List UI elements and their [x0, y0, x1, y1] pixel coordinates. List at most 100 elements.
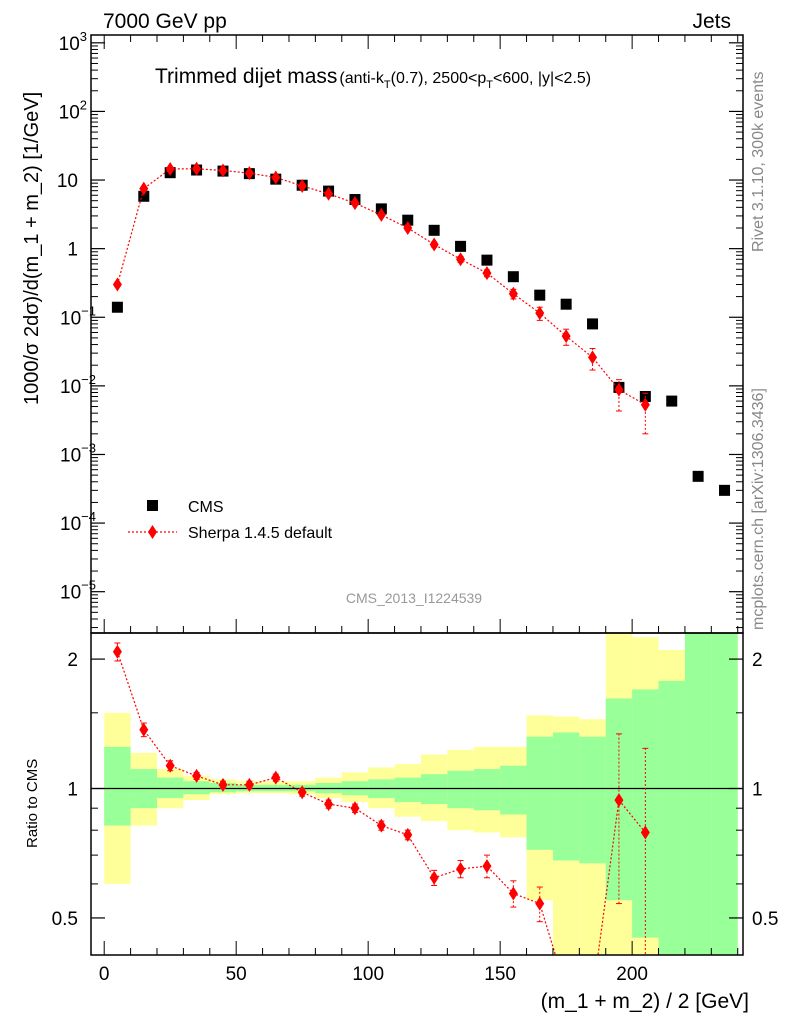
ratio-y-axis-label: Ratio to CMS: [24, 759, 41, 848]
process-label: Jets: [692, 10, 731, 33]
sherpa-line: [116, 168, 646, 406]
x-tick-label: 100: [352, 964, 384, 985]
ratio-tick-label: 1: [67, 780, 78, 801]
sherpa-point: [244, 166, 254, 181]
ratio-uncertainty-bands: [104, 633, 738, 955]
title-text-part: <600, |y|<2.5): [493, 70, 591, 87]
stat-uncertainty-band: [156, 777, 184, 799]
x-axis-label: (m_1 + m_2) / 2 [GeV]: [541, 990, 749, 1013]
sherpa-point: [403, 220, 413, 235]
sherpa-point: [614, 793, 624, 808]
sherpa-point: [112, 644, 122, 659]
x-tick-label: 0: [99, 964, 110, 985]
sherpa-point: [614, 382, 624, 397]
y-tick-exponent: −1: [81, 303, 96, 318]
cms-point: [111, 301, 123, 313]
cms-point: [507, 271, 519, 283]
sherpa-point: [324, 186, 334, 201]
cms-point: [692, 470, 704, 482]
stat-uncertainty-band: [104, 746, 131, 826]
cms-point: [587, 318, 599, 330]
sherpa-point: [429, 870, 439, 885]
legend-cms-label: CMS: [188, 499, 224, 516]
sherpa-point: [403, 827, 413, 842]
title-text-part: (0.7), 2500<p: [391, 70, 487, 87]
cms-point: [428, 224, 440, 236]
stat-uncertainty-band: [684, 633, 712, 955]
stat-uncertainty-band: [500, 765, 527, 815]
cms-point: [560, 298, 572, 310]
cms-point: [481, 254, 493, 266]
title-subscript: T: [486, 79, 493, 91]
sherpa-point: [324, 797, 334, 812]
ratio-tick-label-right: 1: [752, 780, 763, 801]
cms-point: [719, 484, 731, 496]
main-plot-frame: [90, 34, 744, 634]
stat-uncertainty-band: [473, 769, 501, 811]
sherpa-point: [244, 777, 254, 792]
stat-uncertainty-band: [394, 777, 421, 803]
sherpa-point: [218, 163, 228, 178]
main-y-axis-label: 1000/σ 2dσ)/d(m_1 + m_2) [1/GeV]: [21, 92, 43, 405]
cms-point: [455, 240, 467, 252]
sherpa-point: [139, 181, 149, 196]
stat-uncertainty-band: [658, 680, 685, 955]
main-plot-series: [111, 161, 731, 496]
title-text-part: (anti-k: [339, 70, 384, 87]
sherpa-point: [376, 818, 386, 833]
sherpa-point: [376, 207, 386, 222]
stat-uncertainty-band: [711, 633, 738, 955]
y-tick-exponent: −2: [81, 372, 96, 387]
y-tick-label: 10−4: [60, 509, 96, 535]
sherpa-point: [350, 196, 360, 211]
y-tick-exponent: 3: [80, 29, 87, 44]
y-tick-exponent: −4: [81, 509, 96, 524]
plot-title-selection: (anti-kT(0.7), 2500<pT<600, |y|<2.5): [339, 70, 591, 91]
sherpa-point: [192, 161, 202, 176]
x-tick-label: 200: [616, 964, 648, 985]
cms-point: [402, 214, 414, 226]
sherpa-point: [218, 777, 228, 792]
y-tick-exponent: 2: [80, 97, 87, 112]
sherpa-point: [508, 286, 518, 301]
sherpa-point: [297, 178, 307, 193]
sherpa-line: [116, 651, 646, 955]
analysis-id-label: CMS_2013_I1224539: [346, 590, 482, 606]
stat-uncertainty-band: [579, 736, 606, 864]
plot-title: Trimmed dijet mass (anti-kT(0.7), 2500<pT…: [155, 65, 591, 91]
cms-point: [666, 395, 678, 407]
cms-point: [534, 289, 546, 301]
y-tick-label: 10−1: [60, 303, 96, 329]
sherpa-point: [112, 277, 122, 292]
sherpa-point: [297, 785, 307, 800]
ratio-y-axis: 0.5 0.5 1 1 2 2: [52, 650, 779, 930]
y-tick-label: 103: [59, 29, 87, 55]
sherpa-point: [139, 722, 149, 737]
y-tick-exponent: −5: [81, 578, 96, 593]
sherpa-point: [165, 758, 175, 773]
sherpa-point: [271, 770, 281, 785]
sherpa-point: [535, 896, 545, 911]
sherpa-point: [165, 161, 175, 176]
ratio-plot-frame: [90, 632, 744, 956]
y-tick-label: 10: [57, 171, 78, 192]
sherpa-point: [535, 306, 545, 321]
sherpa-point: [350, 801, 360, 816]
sherpa-point: [192, 768, 202, 783]
sherpa-point: [482, 859, 492, 874]
legend-sherpa-label: Sherpa 1.4.5 default: [188, 525, 333, 542]
sherpa-point: [588, 350, 598, 365]
legend-cms-marker: [147, 500, 158, 511]
ratio-tick-label-right: 0.5: [752, 909, 778, 930]
ratio-tick-label: 0.5: [52, 909, 78, 930]
stat-uncertainty-band: [447, 770, 474, 809]
cms-point: [138, 190, 150, 202]
ratio-tick-label-right: 2: [752, 650, 763, 671]
legend: CMS Sherpa 1.4.5 default: [128, 499, 333, 542]
sherpa-point: [640, 397, 650, 412]
sherpa-point: [456, 252, 466, 267]
x-tick-label: 150: [484, 964, 516, 985]
x-axis: 0 50 100 150 200: [99, 35, 739, 985]
